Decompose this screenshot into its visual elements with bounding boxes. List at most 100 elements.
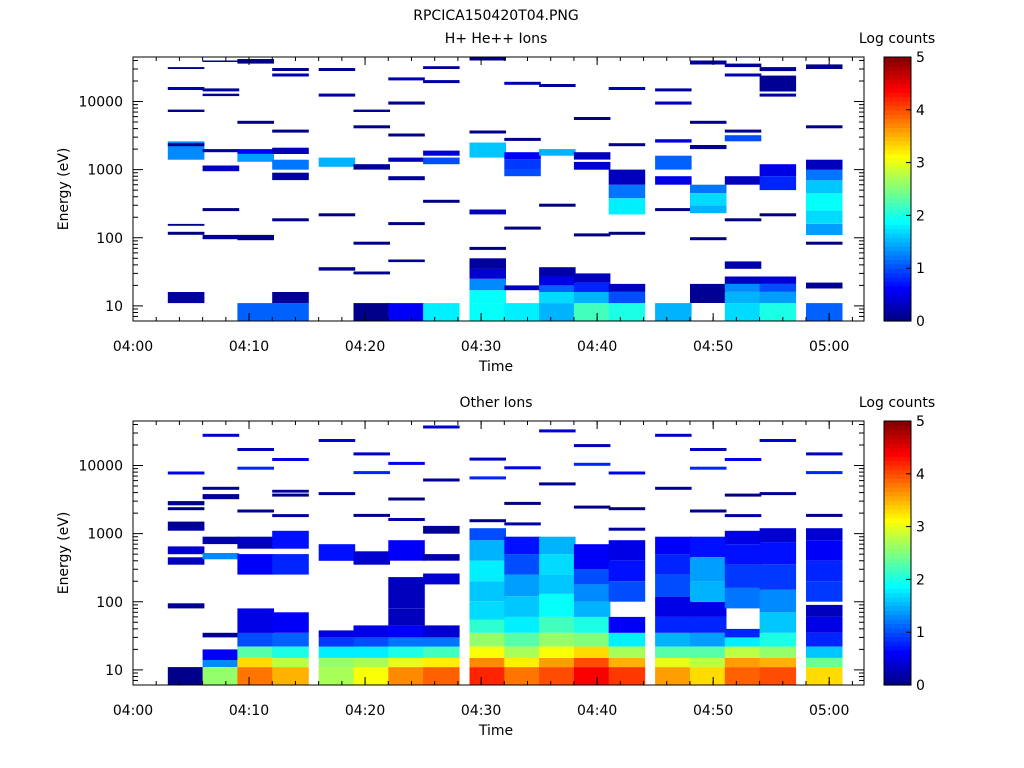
colorbar-segment <box>884 429 911 435</box>
heatmap-cell <box>423 573 460 585</box>
heatmap-cell <box>806 667 843 685</box>
heatmap-cell <box>690 667 727 685</box>
colorbar-segment <box>884 561 911 567</box>
heatmap-line <box>539 482 576 486</box>
heatmap-line <box>724 129 762 133</box>
heatmap-cell <box>690 581 727 602</box>
colorbar-tick-label: 2 <box>916 572 925 588</box>
heatmap-cell <box>167 557 205 565</box>
heatmap-cell <box>469 646 506 658</box>
colorbar-segment <box>884 312 911 318</box>
heatmap-cell <box>504 657 541 668</box>
colorbar-segment <box>884 202 911 208</box>
heatmap-cell <box>690 646 727 658</box>
heatmap-cell <box>655 667 692 685</box>
colorbar-segment <box>884 316 911 322</box>
heatmap-cell <box>318 267 356 271</box>
heatmap-line <box>690 466 727 470</box>
heatmap-cell <box>167 521 205 529</box>
heatmap-cell <box>167 603 205 609</box>
heatmap-cell <box>504 632 541 647</box>
colorbar-segment <box>884 233 911 238</box>
colorbar-segment <box>884 92 911 98</box>
heatmap-cell <box>806 560 843 582</box>
heatmap-cell <box>539 574 576 594</box>
heatmap-cell <box>806 632 843 647</box>
heatmap-cell <box>724 657 762 668</box>
heatmap-cell <box>573 646 611 658</box>
heatmap-cell <box>539 646 576 658</box>
heatmap-cell <box>539 554 576 575</box>
heatmap-cell <box>167 109 205 112</box>
colorbar-segment <box>884 548 911 554</box>
heatmap-cell <box>504 667 541 685</box>
heatmap-cell <box>469 278 506 291</box>
heatmap-line <box>272 493 309 497</box>
heatmap-cell <box>469 290 506 304</box>
heatmap-cell <box>504 536 541 555</box>
heatmap-cell <box>573 273 611 283</box>
heatmap-cell <box>724 564 762 588</box>
heatmap-line <box>573 233 611 237</box>
x-tick-label: 04:20 <box>345 703 385 719</box>
heatmap-cell <box>167 67 205 69</box>
colorbar-segment <box>884 627 911 633</box>
y-tick-label: 10 <box>105 663 123 679</box>
heatmap-cell <box>724 283 762 292</box>
heatmap-cell <box>806 180 843 194</box>
heatmap-cell <box>724 667 762 685</box>
heatmap-cell <box>539 285 576 292</box>
colorbar-tick-label: 2 <box>916 208 925 224</box>
heatmap-cell <box>423 303 460 321</box>
heatmap-cell <box>608 632 646 647</box>
panel-h-ions-ylabel: Energy (eV) <box>56 148 72 231</box>
heatmap-cell <box>272 632 309 647</box>
heatmap-cell <box>202 149 240 153</box>
colorbar-segment <box>884 531 911 536</box>
heatmap-cell <box>388 637 425 647</box>
heatmap-line <box>724 493 762 497</box>
heatmap-line <box>272 514 309 518</box>
colorbar-segment <box>884 649 911 655</box>
heatmap-cell <box>759 276 797 284</box>
heatmap-cell <box>806 223 843 235</box>
heatmap-cell <box>806 528 843 541</box>
heatmap-cell <box>806 646 843 658</box>
colorbar-segment <box>884 566 911 572</box>
heatmap-cell <box>388 303 425 321</box>
x-tick-label: 05:00 <box>809 339 849 355</box>
heatmap-cell <box>237 234 274 238</box>
heatmap-cell <box>469 581 506 602</box>
heatmap-cell <box>353 551 390 565</box>
heatmap-cell <box>608 292 646 304</box>
heatmap-cell <box>759 667 797 685</box>
heatmap-cell <box>469 632 506 647</box>
x-tick-label: 04:30 <box>461 339 501 355</box>
heatmap-line <box>608 471 646 475</box>
heatmap-cell <box>469 540 506 561</box>
heatmap-line <box>388 222 425 226</box>
heatmap-line <box>573 505 611 509</box>
heatmap-cell <box>423 646 460 658</box>
heatmap-cell <box>759 75 797 92</box>
colorbar-tick-label: 5 <box>916 50 925 66</box>
colorbar-segment <box>884 145 911 150</box>
heatmap-cell <box>573 616 611 633</box>
heatmap-cell <box>573 161 611 170</box>
heatmap-cell <box>759 564 797 590</box>
heatmap-line <box>388 133 425 137</box>
colorbar-segment <box>884 478 911 484</box>
heatmap-line <box>759 439 797 442</box>
colorbar-segment <box>884 140 911 146</box>
heatmap-cell <box>388 101 425 105</box>
heatmap-line <box>806 513 843 517</box>
x-tick-label: 05:00 <box>809 703 849 719</box>
heatmap-line <box>690 448 727 451</box>
colorbar-segment <box>884 162 911 168</box>
heatmap-cell <box>759 303 797 321</box>
heatmap-line <box>759 213 797 217</box>
heatmap-line <box>724 73 762 77</box>
figure-title: RPCICA150420T04.PNG <box>413 8 578 24</box>
heatmap-line <box>655 88 692 92</box>
heatmap-cell <box>353 657 390 668</box>
